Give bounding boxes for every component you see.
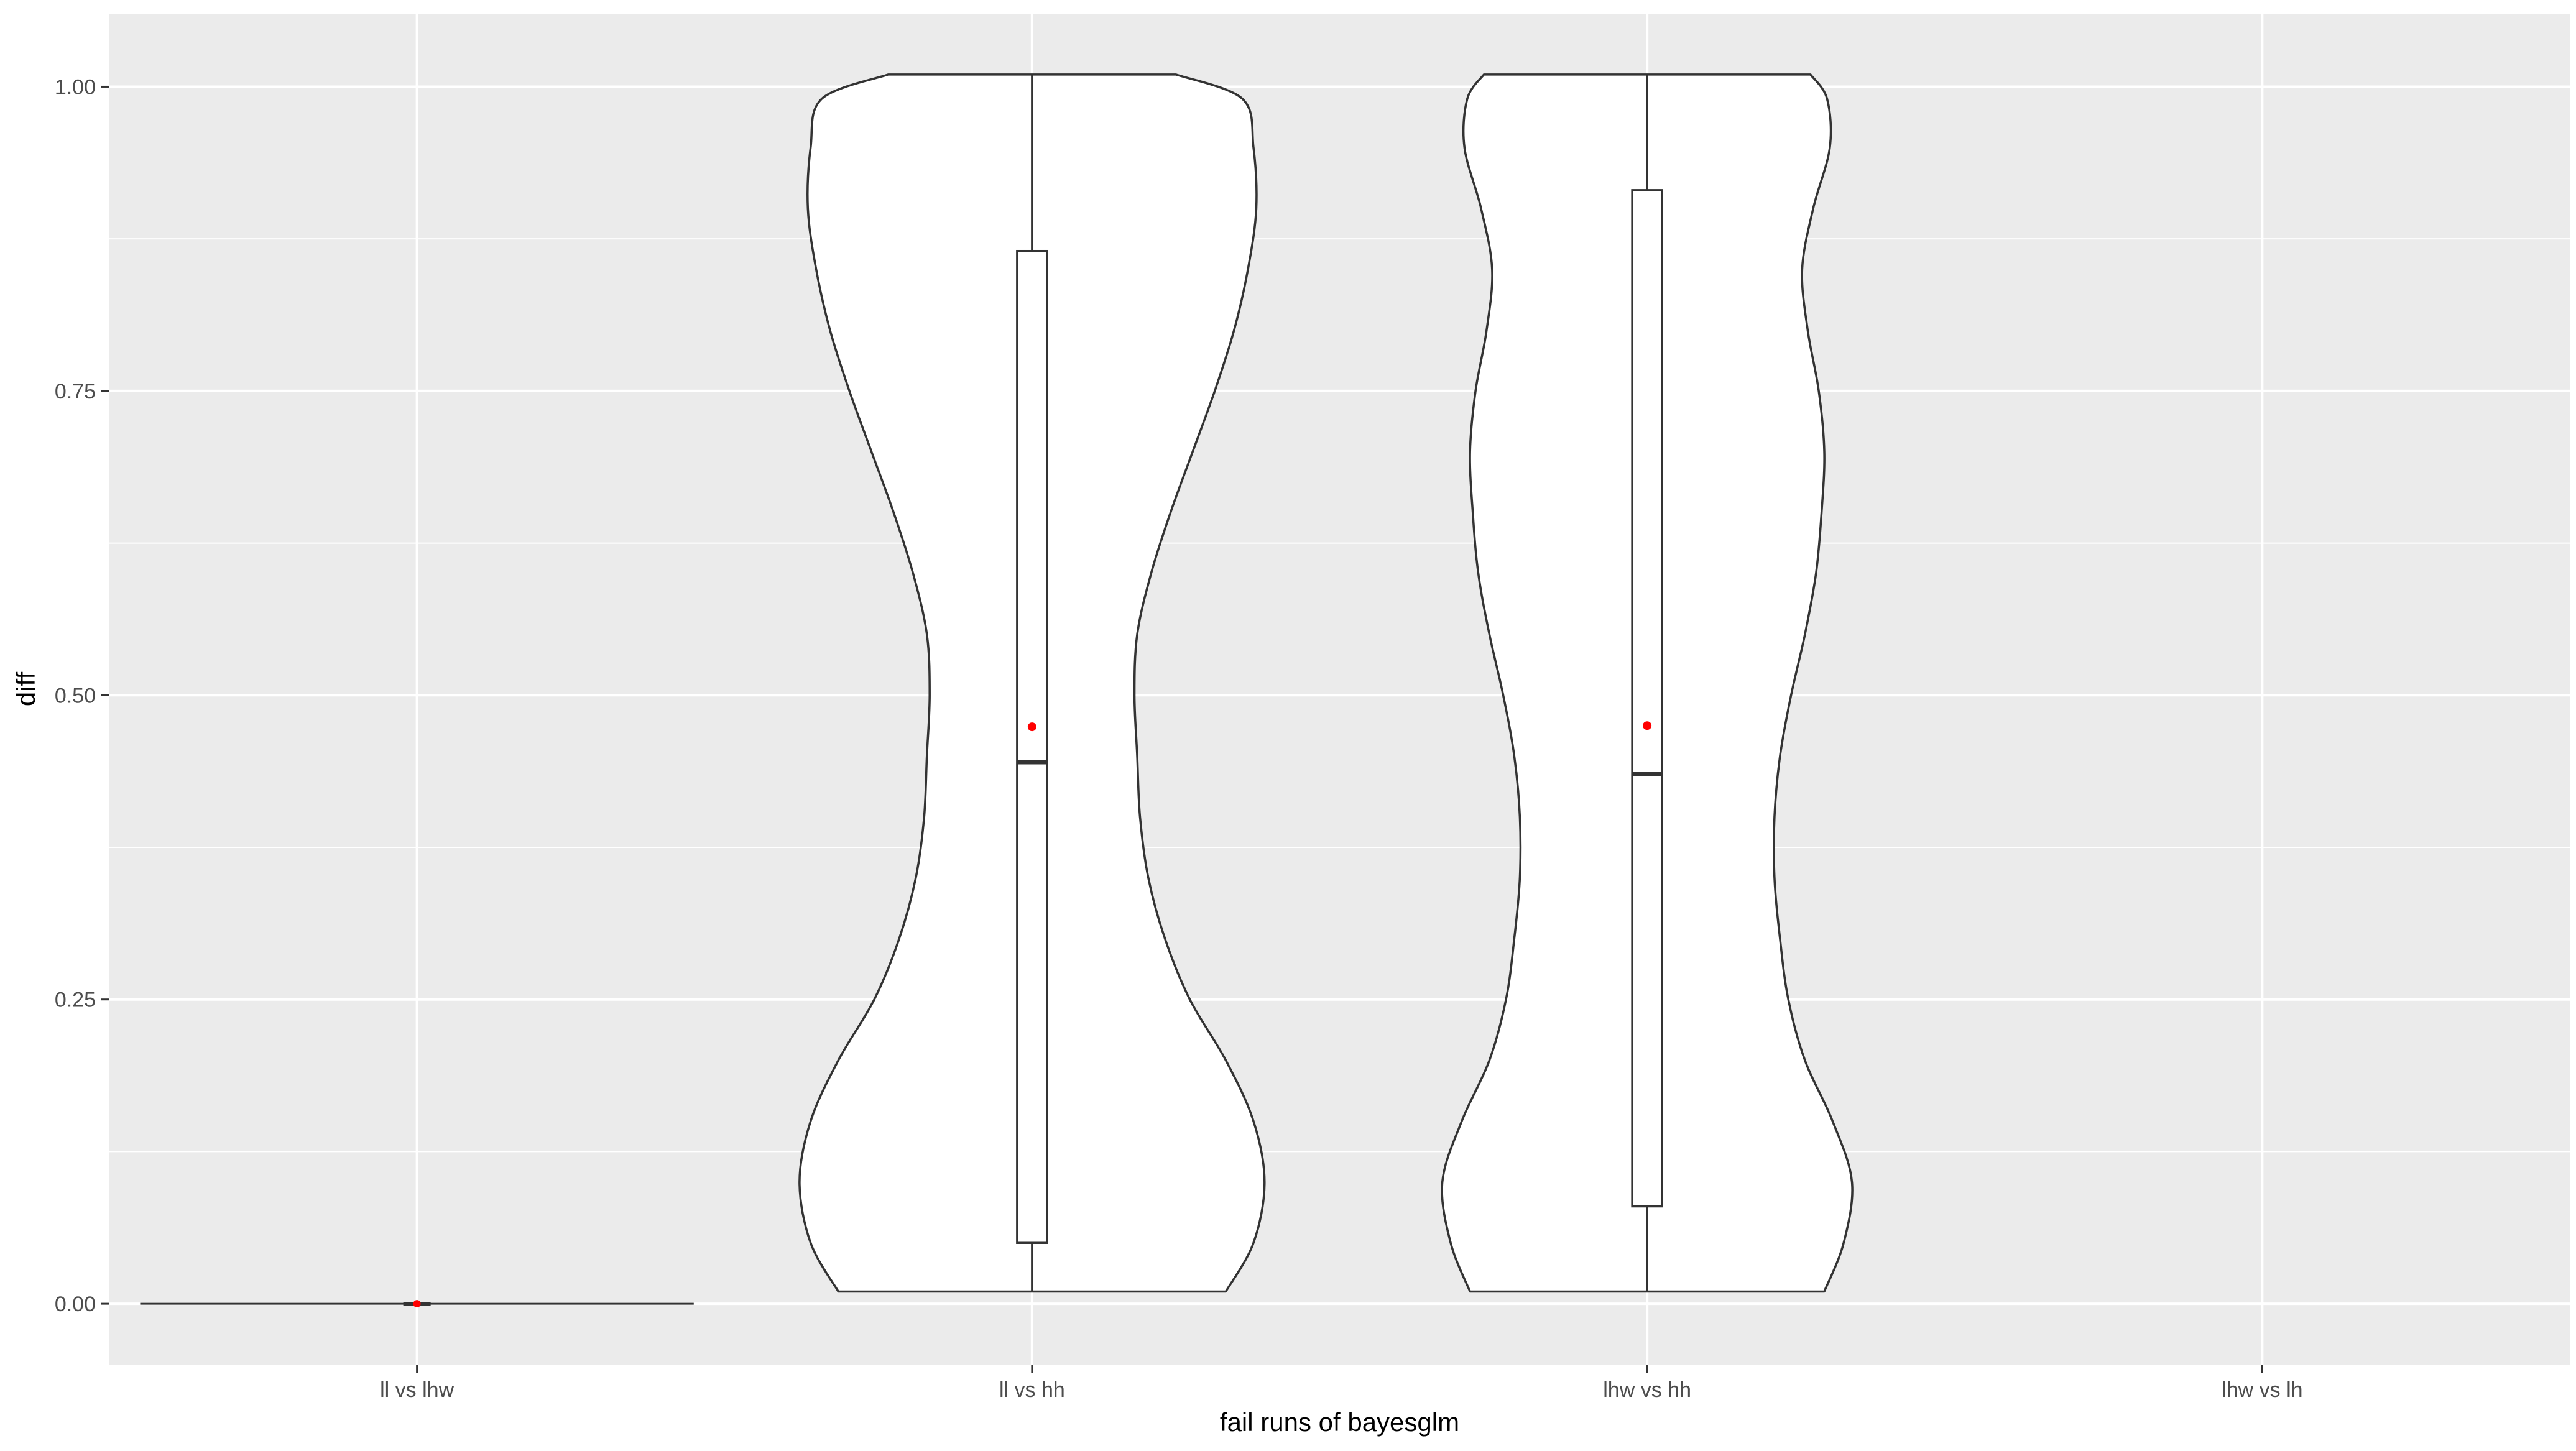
plot-panel-background <box>109 14 2570 1365</box>
x-tick-labels: ll vs lhw ll vs hh lhw vs hh lhw vs lh <box>380 1365 2303 1402</box>
y-tick-label: 1.00 <box>55 75 96 99</box>
y-axis-title: diff <box>11 672 40 707</box>
x-axis-title: fail runs of bayesglm <box>1220 1407 1459 1437</box>
y-tick-label: 0.50 <box>55 684 96 707</box>
boxplot-layer <box>403 74 1663 1306</box>
boxplot-box <box>1016 249 1048 1244</box>
x-tick-label: lhw vs lh <box>2222 1378 2302 1402</box>
plot-panel-layer <box>109 14 2570 1365</box>
mean-point <box>413 1300 421 1308</box>
y-tick-label: 0.25 <box>55 988 96 1012</box>
y-tick-labels: 0.00 0.25 0.50 0.75 1.00 <box>55 75 109 1316</box>
x-tick-label: lhw vs hh <box>1603 1378 1691 1402</box>
mean-point <box>1027 722 1036 732</box>
x-tick-label: ll vs lhw <box>380 1378 454 1402</box>
y-tick-label: 0.00 <box>55 1292 96 1316</box>
x-tick-label: ll vs hh <box>999 1378 1065 1402</box>
y-tick-label: 0.75 <box>55 380 96 403</box>
axis-layer: 0.00 0.25 0.50 0.75 1.00 ll vs lhw ll vs hh lh… <box>11 75 2303 1437</box>
boxplot-box <box>1631 189 1663 1208</box>
mean-point <box>1643 721 1652 730</box>
mean-point-layer <box>413 721 1652 1308</box>
